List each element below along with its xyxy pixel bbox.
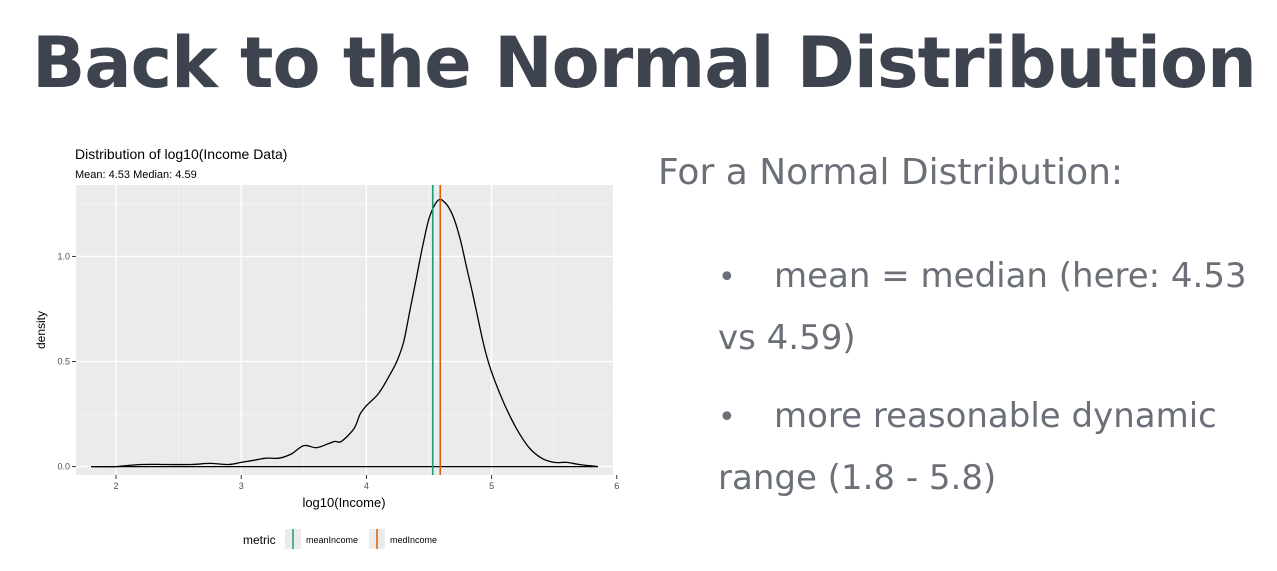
slide-title: Back to the Normal Distribution: [32, 22, 1257, 104]
density-chart-svg: Distribution of log10(Income Data) Mean:…: [34, 146, 619, 549]
chart-subtitle: Mean: 4.53 Median: 4.59: [75, 169, 197, 181]
bullet-text: mean = median (here: 4.53 vs 4.59): [718, 256, 1247, 358]
legend-title: metric: [243, 533, 276, 547]
bullet-item: • mean = median (here: 4.53 vs 4.59): [718, 246, 1258, 368]
side-heading: For a Normal Distribution:: [658, 152, 1124, 193]
bullet-dot-icon: •: [718, 400, 736, 435]
bullet-dot-icon: •: [718, 260, 736, 295]
vlines: [431, 185, 442, 475]
axis-ticks: 2 3 4 5 6 0.0 0.5 1.0: [57, 251, 619, 491]
bullet-text: more reasonable dynamic range (1.8 - 5.8…: [718, 396, 1217, 498]
x-tick-label: 5: [489, 481, 494, 491]
bullet-item: • more reasonable dynamic range (1.8 - 5.…: [718, 386, 1258, 508]
density-line: [90, 198, 599, 468]
x-axis-label: log10(Income): [302, 495, 385, 510]
x-tick-label: 4: [364, 481, 369, 491]
grid-minor: [76, 185, 613, 475]
legend-label-medIncome: medIncome: [390, 535, 437, 545]
y-axis-label: density: [34, 311, 48, 349]
chart-title: Distribution of log10(Income Data): [75, 146, 287, 162]
x-tick-label: 2: [114, 481, 119, 491]
plot-panel: [76, 185, 613, 475]
y-tick-label: 0.0: [57, 462, 70, 472]
x-tick-label: 6: [614, 481, 619, 491]
y-tick-label: 1.0: [57, 251, 70, 261]
legend-label-meanIncome: meanIncome: [306, 535, 358, 545]
legend: metric meanIncome medIncome: [243, 529, 437, 549]
x-tick-label: 3: [239, 481, 244, 491]
density-chart: Distribution of log10(Income Data) Mean:…: [30, 140, 630, 560]
grid-major: [76, 185, 618, 475]
bullet-list: • mean = median (here: 4.53 vs 4.59) • mor…: [718, 246, 1258, 526]
y-tick-label: 0.5: [57, 357, 70, 367]
